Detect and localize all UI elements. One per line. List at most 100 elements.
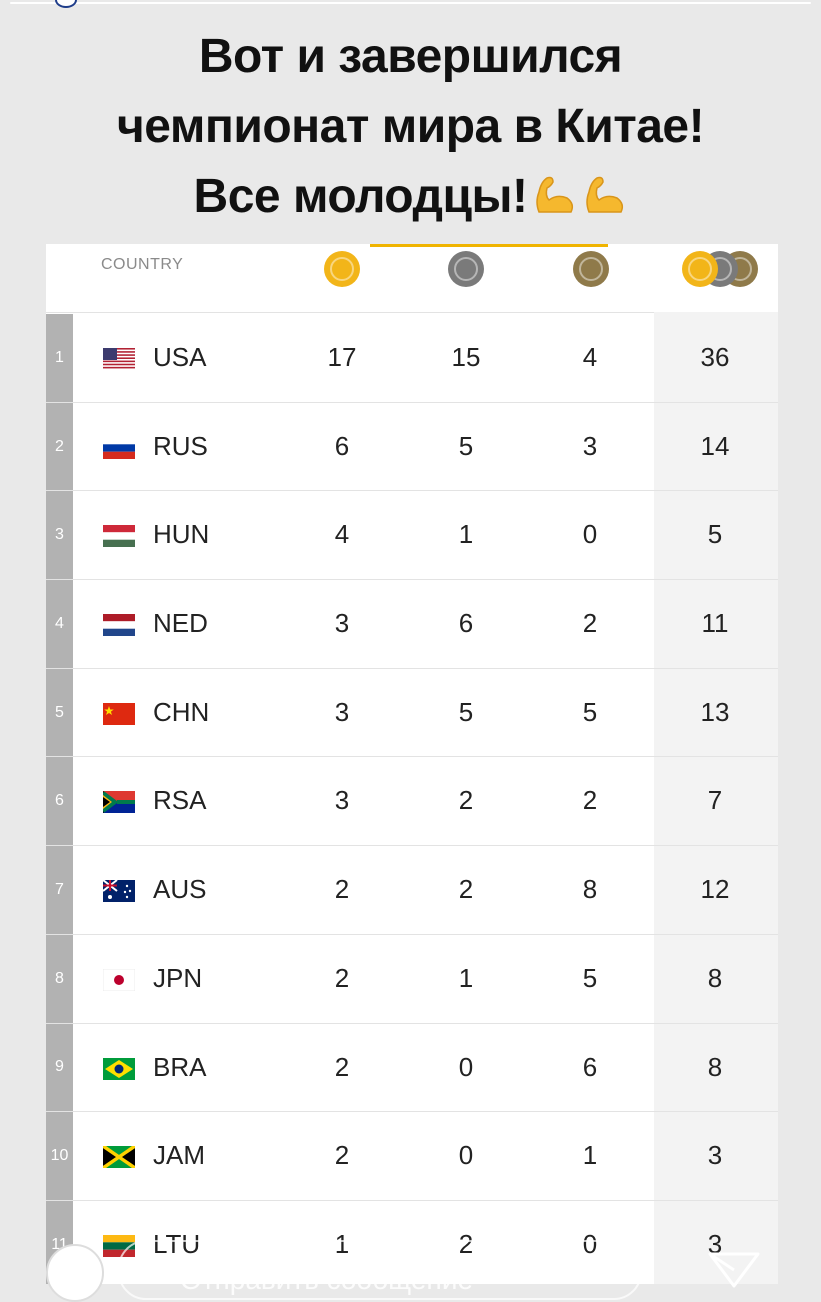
table-row[interactable]: 6 RSA 3 2 2 7 [46,757,778,847]
rank-number: 4 [55,614,64,632]
bronze-count: 1 [582,1140,598,1171]
cn-flag-icon [103,702,135,725]
headline-line-3: Все молодцы! [193,170,528,223]
country-code: AUS [153,874,207,905]
camera-icon[interactable] [46,1244,104,1302]
silver-count: 2 [458,874,474,905]
silver-count: 0 [458,1140,474,1171]
hu-flag-icon [103,525,135,548]
silver-count: 1 [458,962,474,993]
medal-table: COUNTRY 1 USA 17 15 4 36 2 RUS 6 5 3 14 … [46,244,778,1284]
country-code: JAM [153,1140,205,1171]
country-code: USA [153,342,207,372]
table-body: 1 USA 17 15 4 36 2 RUS 6 5 3 14 3 HUN 4 … [46,314,778,1284]
rank-number: 6 [55,792,64,810]
story-progress-bar [10,2,811,4]
country-code: LTU [153,1228,201,1259]
table-row[interactable]: 8 JPN 2 1 5 8 [46,935,778,1024]
country-code: RUS [153,430,208,461]
headline-line-2: чемпионат мира в Китае! [116,100,705,153]
gold-count: 2 [334,962,350,993]
table-row[interactable]: 5 CHN 3 5 5 13 [46,669,778,758]
bronze-count: 0 [582,1228,598,1259]
rank-number: 2 [55,437,64,455]
silver-medal-icon[interactable] [448,251,484,287]
gold-count: 17 [327,342,357,372]
rank-number: 3 [55,526,64,544]
lt-flag-icon [103,1234,135,1257]
total-medals-icon[interactable] [678,251,758,287]
headline-line-1: Вот и завершился [198,30,623,83]
flexed-biceps-icon [586,176,624,213]
rank-number: 5 [55,703,64,721]
reply-bar: Отправить сообщение [0,1220,821,1302]
rank-number: 7 [55,880,64,898]
country-code: RSA [153,785,207,816]
jm-flag-icon [102,1144,136,1170]
table-row[interactable]: 2 RUS 6 5 3 14 [46,403,778,492]
gold-count: 2 [334,1051,350,1082]
rank-number: 1 [55,348,64,366]
country-header[interactable]: COUNTRY [101,256,184,273]
gold-count: 3 [334,608,350,639]
bronze-count: 5 [582,962,598,993]
total-count: 7 [707,785,723,816]
gold-medal-icon[interactable] [324,251,360,287]
gold-count: 3 [334,696,350,727]
rank-number: 9 [55,1058,64,1076]
bronze-count: 2 [582,608,598,639]
silver-count: 1 [458,519,474,550]
country-code: CHN [153,696,210,727]
silver-count: 0 [458,1051,474,1082]
rank-column [46,314,73,1284]
jp-flag-icon [102,968,136,992]
total-count: 3 [707,1140,723,1171]
bronze-count: 4 [582,342,598,372]
za-flag-icon [101,791,135,814]
table-row[interactable]: 4 NED 3 6 2 11 [46,580,778,669]
bronze-count: 0 [582,519,598,550]
br-flag-icon [103,1057,135,1080]
active-tab-underline [370,244,608,247]
ru-flag-icon [103,436,135,459]
send-icon[interactable] [706,1250,762,1290]
total-count: 12 [700,874,730,905]
table-row[interactable]: 11 LTU 1 2 0 3 [46,1201,778,1284]
table-row[interactable]: 3 HUN 4 1 0 5 [46,491,778,581]
country-code: JPN [153,962,203,993]
table-header: COUNTRY [46,244,778,313]
silver-count: 5 [458,696,474,727]
story-progress [0,0,821,6]
gold-count: 6 [334,430,350,461]
bronze-count: 5 [582,696,598,727]
bronze-count: 2 [582,785,598,816]
table-row[interactable]: 10 JAM 2 0 1 3 [46,1112,778,1201]
table-row[interactable]: 7 AUS 2 2 8 12 [46,846,778,935]
flexed-biceps-icon [536,176,574,213]
silver-count: 5 [458,430,474,461]
table-row[interactable]: 9 BRA 2 0 6 8 [46,1024,778,1113]
bronze-count: 3 [582,430,598,461]
bronze-count: 8 [582,874,598,905]
avatar[interactable] [55,0,77,8]
table-row[interactable]: 1 USA 17 15 4 36 [46,314,778,403]
silver-count: 15 [451,342,481,372]
headline-line-3-wrap: Все молодцы! [0,162,821,232]
total-column-background [654,312,778,1284]
total-count: 36 [700,342,730,372]
gold-count: 4 [334,519,350,550]
gold-count: 2 [334,1140,350,1171]
message-placeholder: Отправить сообщение [180,1264,474,1295]
total-count: 8 [707,1051,723,1082]
nl-flag-icon [103,614,135,637]
silver-count: 6 [458,608,474,639]
rank-number: 10 [50,1147,69,1165]
more-dots-icon[interactable] [600,1260,608,1268]
us-flag-icon [103,348,135,370]
total-count: 13 [700,696,730,727]
bronze-medal-icon[interactable] [573,251,609,287]
au-flag-icon [102,879,135,903]
gold-count: 1 [334,1228,350,1259]
gold-count: 3 [334,785,350,816]
silver-count: 2 [458,785,474,816]
